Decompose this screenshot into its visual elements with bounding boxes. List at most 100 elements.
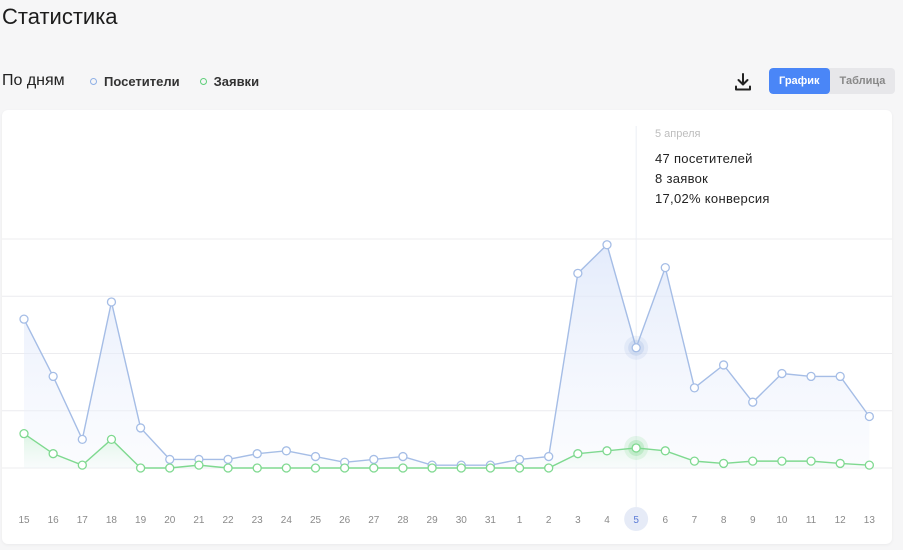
visitors-point xyxy=(660,262,670,273)
legend-dot-requests xyxy=(199,78,207,85)
legend-item-requests[interactable]: Заявки xyxy=(199,74,260,89)
requests-line xyxy=(23,433,870,469)
x-tick-label: 5 xyxy=(633,515,639,526)
requests-point xyxy=(748,456,758,466)
x-tick-label: 31 xyxy=(485,515,497,526)
visitors-point xyxy=(748,397,758,407)
requests-point xyxy=(485,463,496,473)
x-tick-label: 2 xyxy=(546,515,552,526)
requests-point xyxy=(339,463,350,473)
section-title: По дням xyxy=(2,72,65,89)
visitors-point xyxy=(864,411,874,422)
x-tick-label: 24 xyxy=(281,515,293,526)
requests-point xyxy=(718,458,729,469)
tooltip-visitors: 47 посетителей xyxy=(655,151,753,166)
requests-point xyxy=(544,463,554,473)
requests-point xyxy=(689,456,700,466)
visitors-point xyxy=(135,423,146,433)
x-tick-label: 26 xyxy=(339,515,351,526)
tooltip-conversion: 17,02% конверсия xyxy=(655,191,770,206)
visitors-line xyxy=(23,243,870,466)
requests-point xyxy=(252,463,262,473)
requests-point xyxy=(19,428,29,439)
x-tick-label: 6 xyxy=(663,515,669,526)
legend-label-requests: Заявки xyxy=(213,74,260,89)
requests-point xyxy=(660,446,670,456)
x-tick-label: 16 xyxy=(48,515,60,526)
x-tick-label: 25 xyxy=(310,515,322,526)
visitors-point xyxy=(631,343,641,353)
highlighted-day-marker xyxy=(624,507,649,531)
x-tick-label: 15 xyxy=(18,515,30,526)
x-tick-label: 20 xyxy=(164,515,176,526)
x-tick-label: 19 xyxy=(135,515,147,526)
x-tick-label: 22 xyxy=(222,515,234,526)
x-tick-label: 18 xyxy=(106,515,118,526)
x-tick-label: 21 xyxy=(193,515,205,526)
x-tick-label: 8 xyxy=(721,515,727,526)
visitors-point xyxy=(806,371,816,382)
daily-chart: 15 16 17 18 19 20 21 22 23 24 25 26 27 28 29 30 31 1 2 3 4 5 6… xyxy=(2,126,892,531)
legend-label-visitors: Посетители xyxy=(104,74,180,89)
requests-point xyxy=(806,456,816,466)
visitors-point xyxy=(310,451,321,462)
visitors-point xyxy=(398,451,408,462)
visitors-point xyxy=(77,434,87,445)
requests-point xyxy=(777,456,787,466)
visitors-point xyxy=(573,268,583,279)
view-toggle: График Таблица xyxy=(769,68,896,94)
visitors-point xyxy=(252,449,262,459)
requests-point xyxy=(106,434,117,445)
requests-point xyxy=(602,446,612,456)
x-tick-label: 9 xyxy=(750,515,756,526)
x-tick-label: 13 xyxy=(864,515,876,526)
visitors-point xyxy=(777,368,787,379)
visitors-point xyxy=(165,454,175,465)
requests-point xyxy=(48,449,58,459)
requests-point xyxy=(77,460,87,470)
download-icon[interactable] xyxy=(734,72,752,92)
requests-area xyxy=(24,433,870,468)
requests-point xyxy=(310,463,321,473)
visitors-point xyxy=(106,297,117,307)
visitors-point xyxy=(544,451,554,462)
visitors-point xyxy=(602,240,612,250)
requests-point xyxy=(165,463,175,473)
chart-card: 15 16 17 18 19 20 21 22 23 24 25 26 27 28 29 30 31 1 2 3 4 5 6… xyxy=(2,110,892,544)
x-tick-label: 27 xyxy=(368,515,380,526)
x-tick-label: 30 xyxy=(456,515,468,526)
visitors-area xyxy=(24,244,870,468)
requests-point xyxy=(573,449,583,459)
tooltip-date: 5 апреля xyxy=(655,128,701,140)
x-tick-label: 17 xyxy=(77,515,89,526)
visitors-point xyxy=(281,446,292,456)
visitors-point xyxy=(369,454,379,465)
requests-point xyxy=(427,463,437,473)
chart-toolbar: По дням Посетители Заявки График Таблица xyxy=(2,68,896,94)
requests-point xyxy=(281,463,292,473)
x-tick-label: 28 xyxy=(397,515,409,526)
requests-point xyxy=(631,443,641,453)
requests-point xyxy=(398,463,408,473)
chart-legend: Посетители Заявки xyxy=(90,74,259,89)
visitors-point xyxy=(19,314,29,324)
legend-dot-visitors xyxy=(90,78,97,85)
view-chart-button[interactable]: График xyxy=(769,68,830,94)
x-tick-label: 11 xyxy=(806,515,817,526)
visitors-point xyxy=(689,383,700,393)
visitors-point xyxy=(718,360,729,370)
x-tick-label: 29 xyxy=(427,515,439,526)
requests-point xyxy=(864,460,874,470)
visitors-point xyxy=(514,454,525,465)
x-tick-label: 4 xyxy=(604,515,610,526)
requests-point xyxy=(514,463,525,473)
x-tick-label: 1 xyxy=(517,515,523,526)
requests-point xyxy=(223,463,233,473)
requests-point xyxy=(135,463,146,473)
view-table-button[interactable]: Таблица xyxy=(839,75,886,87)
x-tick-label: 7 xyxy=(692,515,698,526)
legend-item-visitors[interactable]: Посетители xyxy=(90,74,180,89)
tooltip-requests: 8 заявок xyxy=(655,171,709,186)
page-title: Статистика xyxy=(2,4,118,29)
x-tick-label: 10 xyxy=(776,515,788,526)
